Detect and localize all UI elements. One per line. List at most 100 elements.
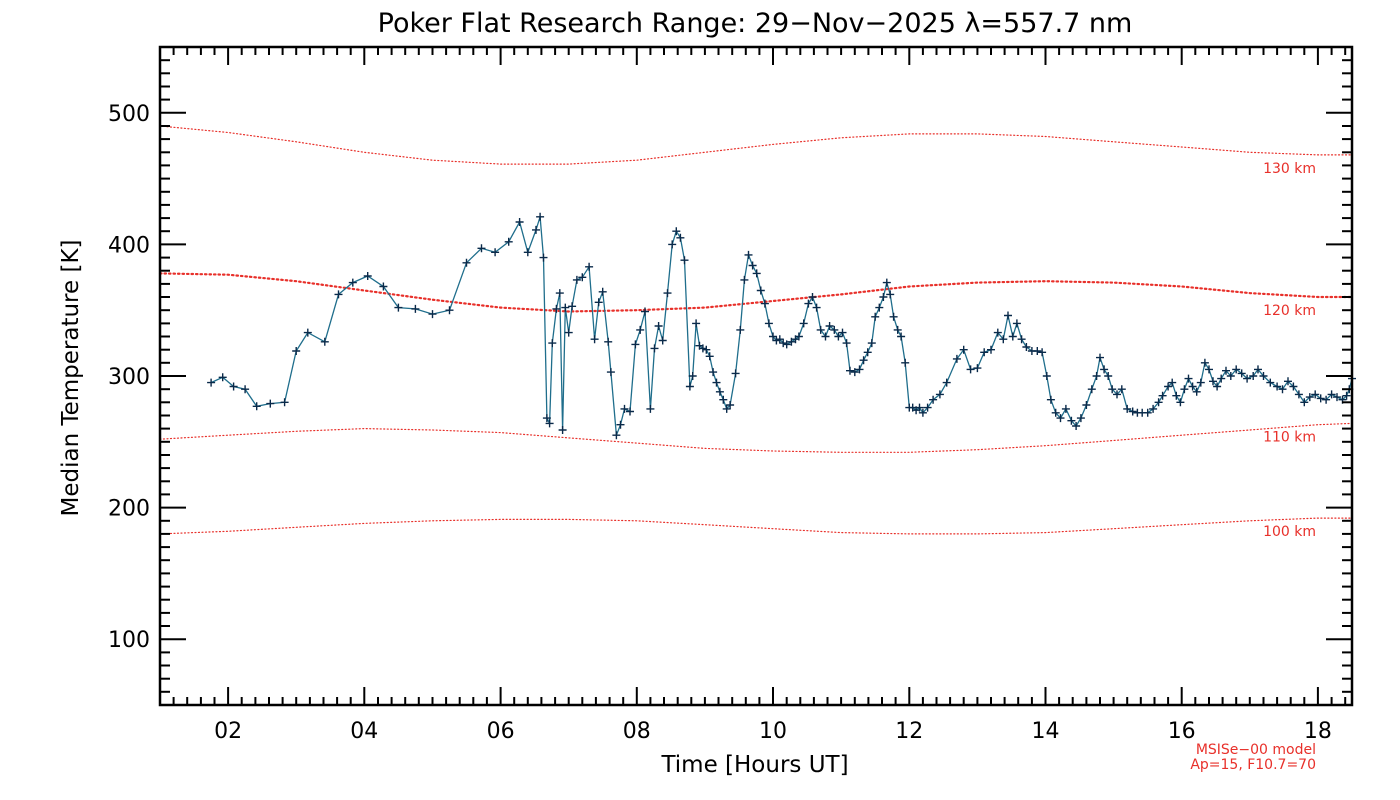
axis-ticks (159, 46, 1352, 706)
data-point (715, 387, 724, 396)
data-point (411, 304, 420, 313)
data-point (942, 378, 951, 387)
data-point (816, 325, 825, 334)
data-point (1200, 358, 1209, 367)
data-series (207, 212, 1356, 440)
data-point (1284, 377, 1292, 386)
model-curve-110-km (159, 422, 1353, 453)
data-point (1196, 378, 1205, 387)
data-point (842, 339, 851, 348)
data-point (1205, 365, 1213, 374)
data-point (504, 237, 513, 246)
x-axis-label: Time [Hours UT] (660, 752, 848, 778)
data-point (654, 322, 663, 330)
data-point (1100, 365, 1109, 374)
data-point (545, 419, 554, 428)
x-tick-label: 10 (759, 719, 787, 744)
data-point (532, 225, 540, 234)
data-point (830, 325, 839, 334)
data-point (1082, 401, 1091, 409)
data-point (1333, 393, 1341, 402)
data-point (799, 319, 808, 328)
data-point (889, 312, 898, 321)
data-point (1017, 335, 1026, 344)
data-point (1226, 372, 1235, 380)
data-point (1249, 372, 1258, 380)
data-point (1305, 393, 1314, 402)
data-point (1243, 374, 1252, 383)
data-point (578, 273, 587, 282)
x-tick-label: 18 (1304, 719, 1332, 744)
data-point (987, 345, 995, 354)
data-point (1046, 395, 1055, 404)
data-point (787, 337, 796, 346)
data-point (863, 348, 872, 357)
data-point (744, 250, 753, 259)
data-point (705, 352, 714, 361)
data-point (999, 335, 1008, 344)
data-point (1254, 365, 1262, 374)
data-point (536, 212, 545, 221)
data-point (561, 303, 570, 312)
data-point (1176, 398, 1185, 407)
chart-title: Poker Flat Research Range: 29−Nov−2025 λ… (378, 8, 1133, 39)
data-point (966, 365, 975, 374)
data-point (252, 402, 261, 411)
data-point (229, 382, 238, 391)
data-point (1117, 385, 1126, 394)
y-tick-label: 100 (108, 628, 150, 653)
data-point (871, 312, 880, 321)
data-point (585, 262, 594, 271)
data-point (1300, 398, 1309, 407)
data-point (558, 426, 567, 434)
data-point (636, 325, 645, 334)
data-point (1213, 382, 1222, 391)
x-tick-label: 08 (623, 719, 651, 744)
data-point (769, 332, 777, 341)
data-point (1192, 387, 1201, 396)
x-tick-label: 04 (350, 719, 378, 744)
data-point (1008, 332, 1017, 341)
data-point (736, 325, 745, 334)
data-point (1108, 385, 1117, 394)
data-point (915, 403, 924, 412)
data-point (1051, 408, 1060, 417)
data-point (1149, 404, 1158, 413)
data-point (692, 319, 701, 328)
data-point (1004, 311, 1012, 320)
data-point (782, 340, 791, 349)
model-curve-120-km (158, 272, 1354, 313)
data-point (1342, 391, 1351, 400)
data-point (663, 289, 672, 298)
data-point (1056, 414, 1065, 423)
data-point (620, 404, 629, 413)
data-point (598, 287, 607, 296)
data-point (379, 282, 388, 291)
data-point (334, 290, 343, 299)
data-point (1072, 422, 1081, 430)
data-point (1076, 414, 1085, 423)
data-point (764, 319, 773, 328)
data-point (688, 372, 697, 380)
data-point (1188, 382, 1197, 391)
data-point (1092, 372, 1101, 380)
data-point (445, 306, 454, 315)
data-point (292, 347, 301, 355)
data-point (555, 289, 564, 298)
data-point (1042, 372, 1051, 380)
data-point (726, 401, 735, 409)
data-point (612, 431, 621, 440)
data-point (929, 395, 938, 404)
data-point (590, 335, 599, 344)
data-point (1164, 382, 1173, 391)
data-point (477, 244, 486, 253)
data-point (548, 339, 557, 348)
data-point (1123, 404, 1132, 413)
data-point (748, 261, 757, 270)
data-point (719, 395, 728, 404)
data-point (1128, 407, 1137, 416)
data-point (794, 332, 803, 341)
data-point (515, 218, 524, 226)
data-point (1278, 385, 1287, 394)
